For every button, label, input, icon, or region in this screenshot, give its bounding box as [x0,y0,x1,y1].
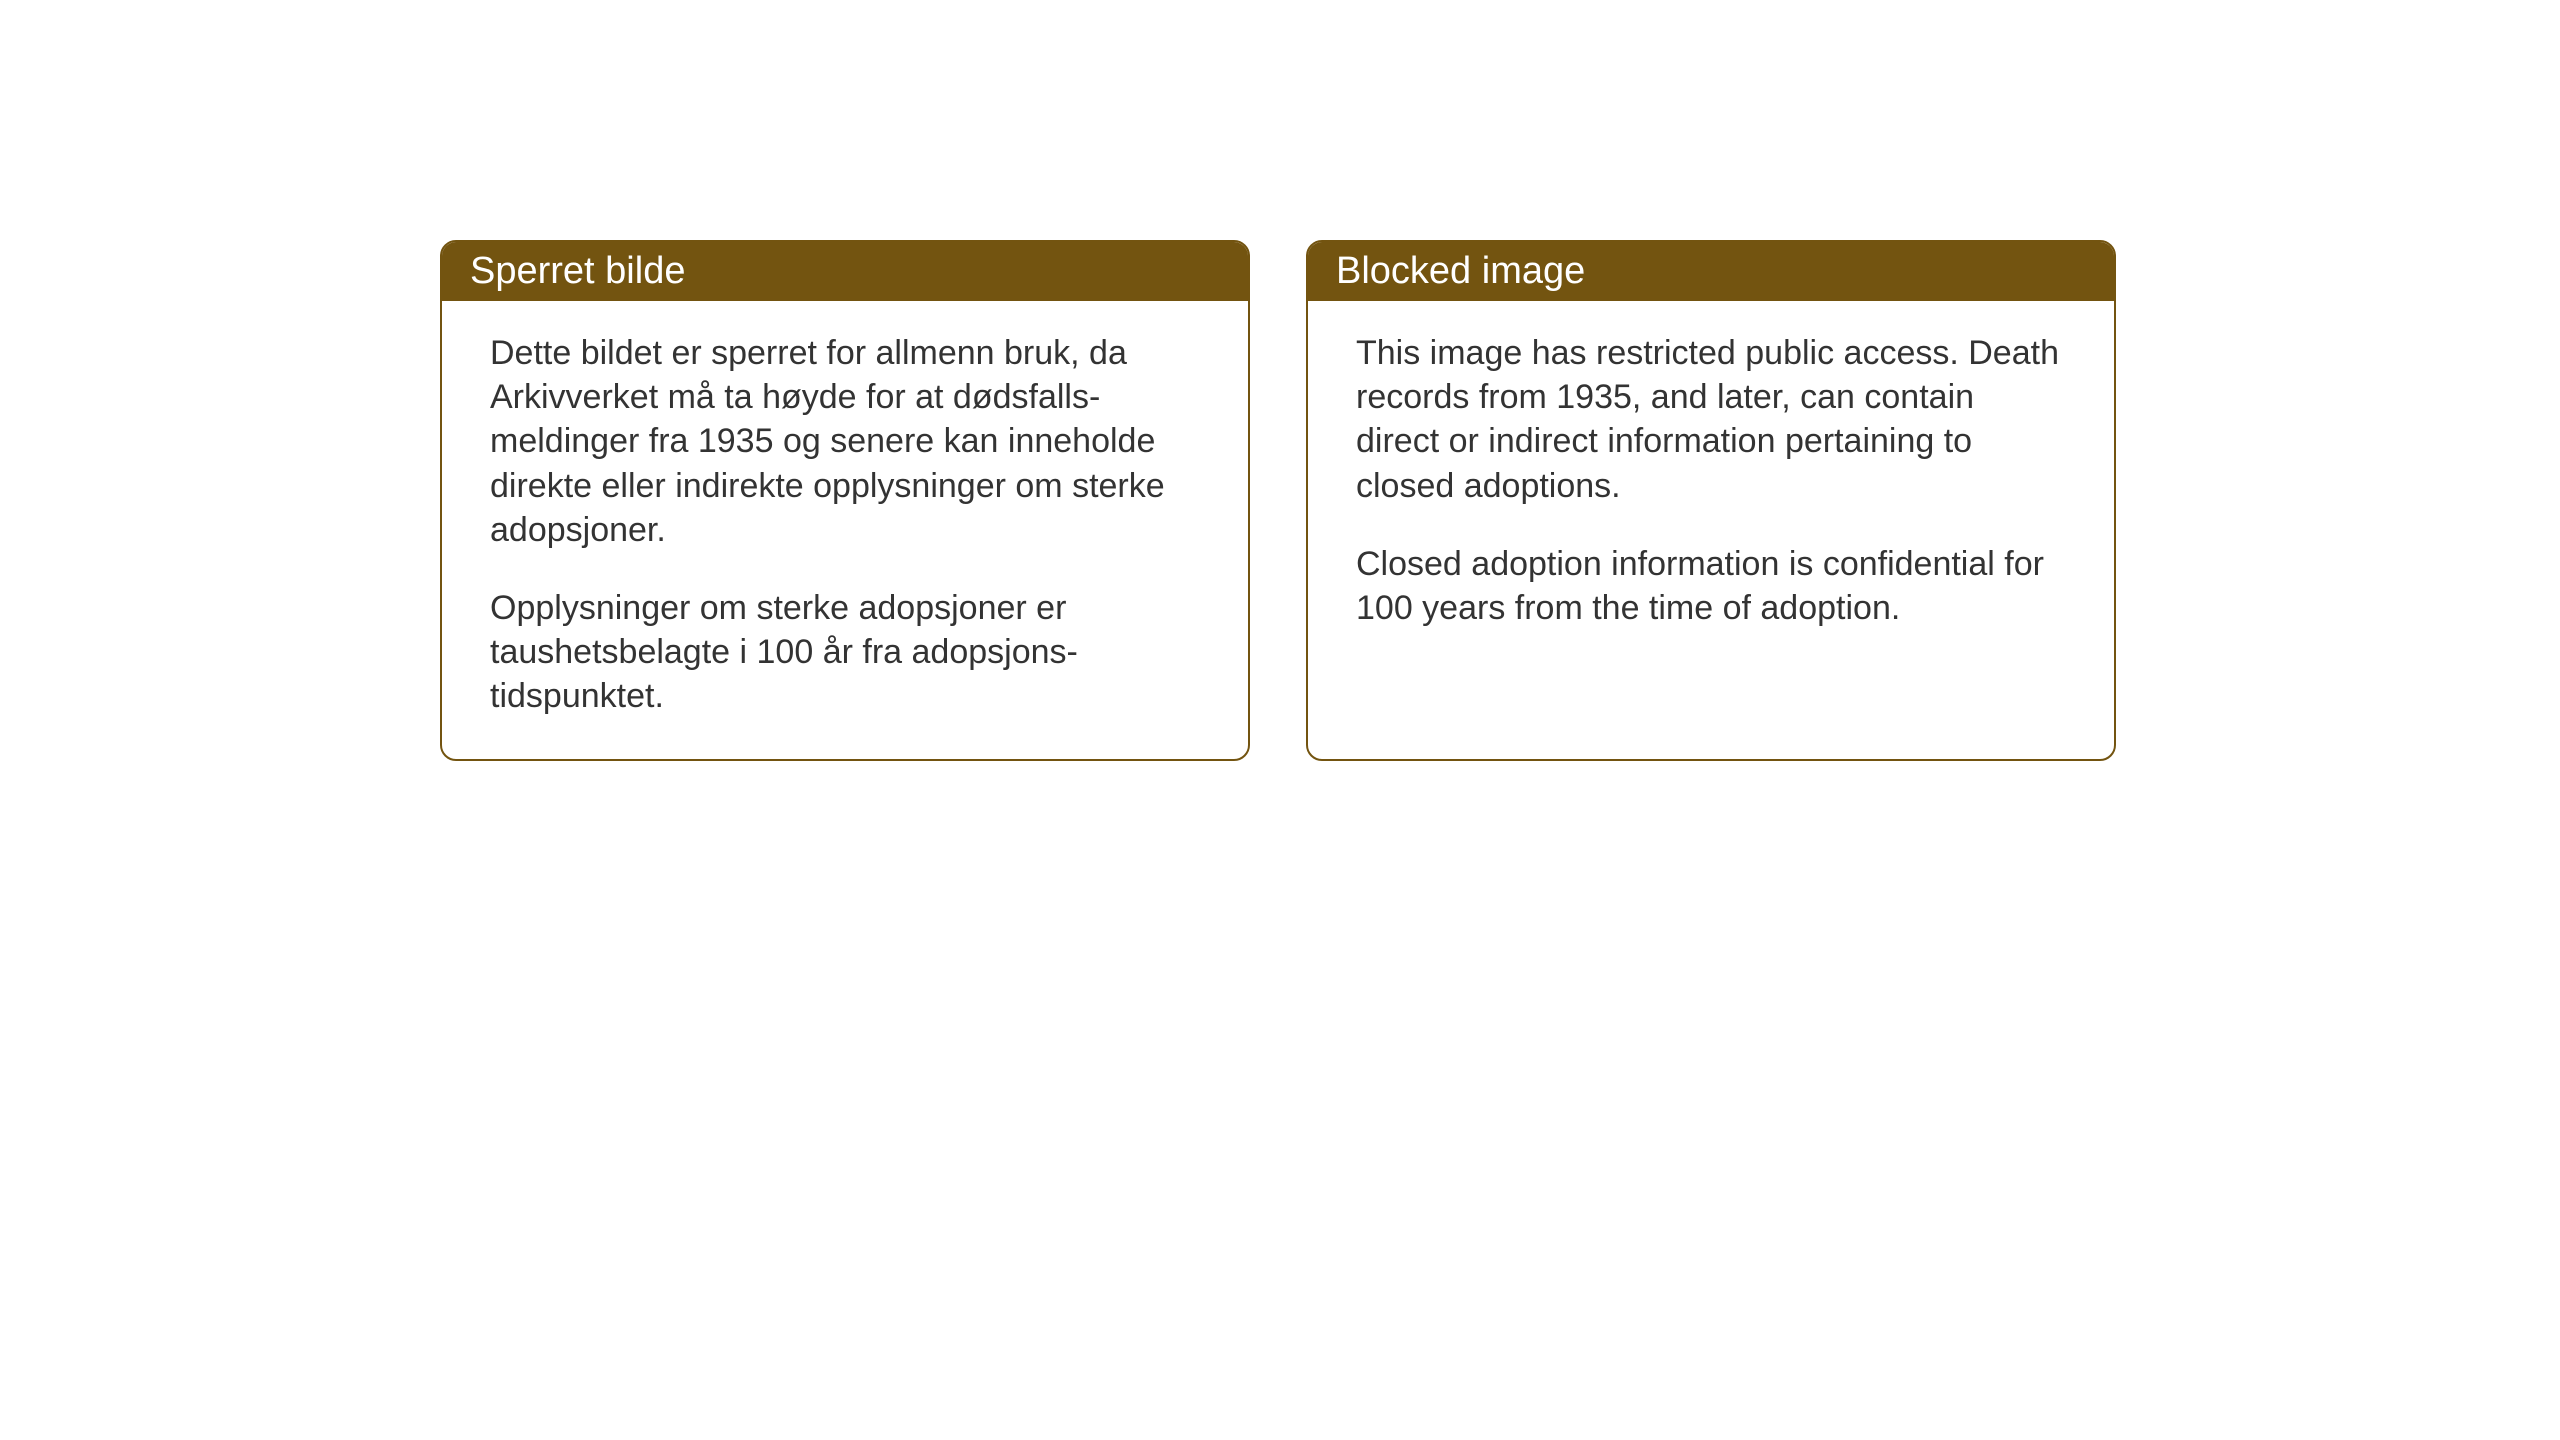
notice-card-english: Blocked image This image has restricted … [1306,240,2116,761]
notice-header-norwegian: Sperret bilde [442,242,1248,301]
notice-paragraph-1-norwegian: Dette bildet er sperret for allmenn bruk… [490,331,1200,552]
notice-card-norwegian: Sperret bilde Dette bildet er sperret fo… [440,240,1250,761]
notice-paragraph-1-english: This image has restricted public access.… [1356,331,2066,508]
notice-header-english: Blocked image [1308,242,2114,301]
notice-body-norwegian: Dette bildet er sperret for allmenn bruk… [442,301,1248,759]
notice-body-english: This image has restricted public access.… [1308,301,2114,670]
notice-paragraph-2-norwegian: Opplysninger om sterke adopsjoner er tau… [490,586,1200,719]
notice-paragraph-2-english: Closed adoption information is confident… [1356,542,2066,630]
notice-container: Sperret bilde Dette bildet er sperret fo… [440,240,2116,761]
notice-title-norwegian: Sperret bilde [470,250,685,292]
notice-title-english: Blocked image [1336,250,1585,292]
